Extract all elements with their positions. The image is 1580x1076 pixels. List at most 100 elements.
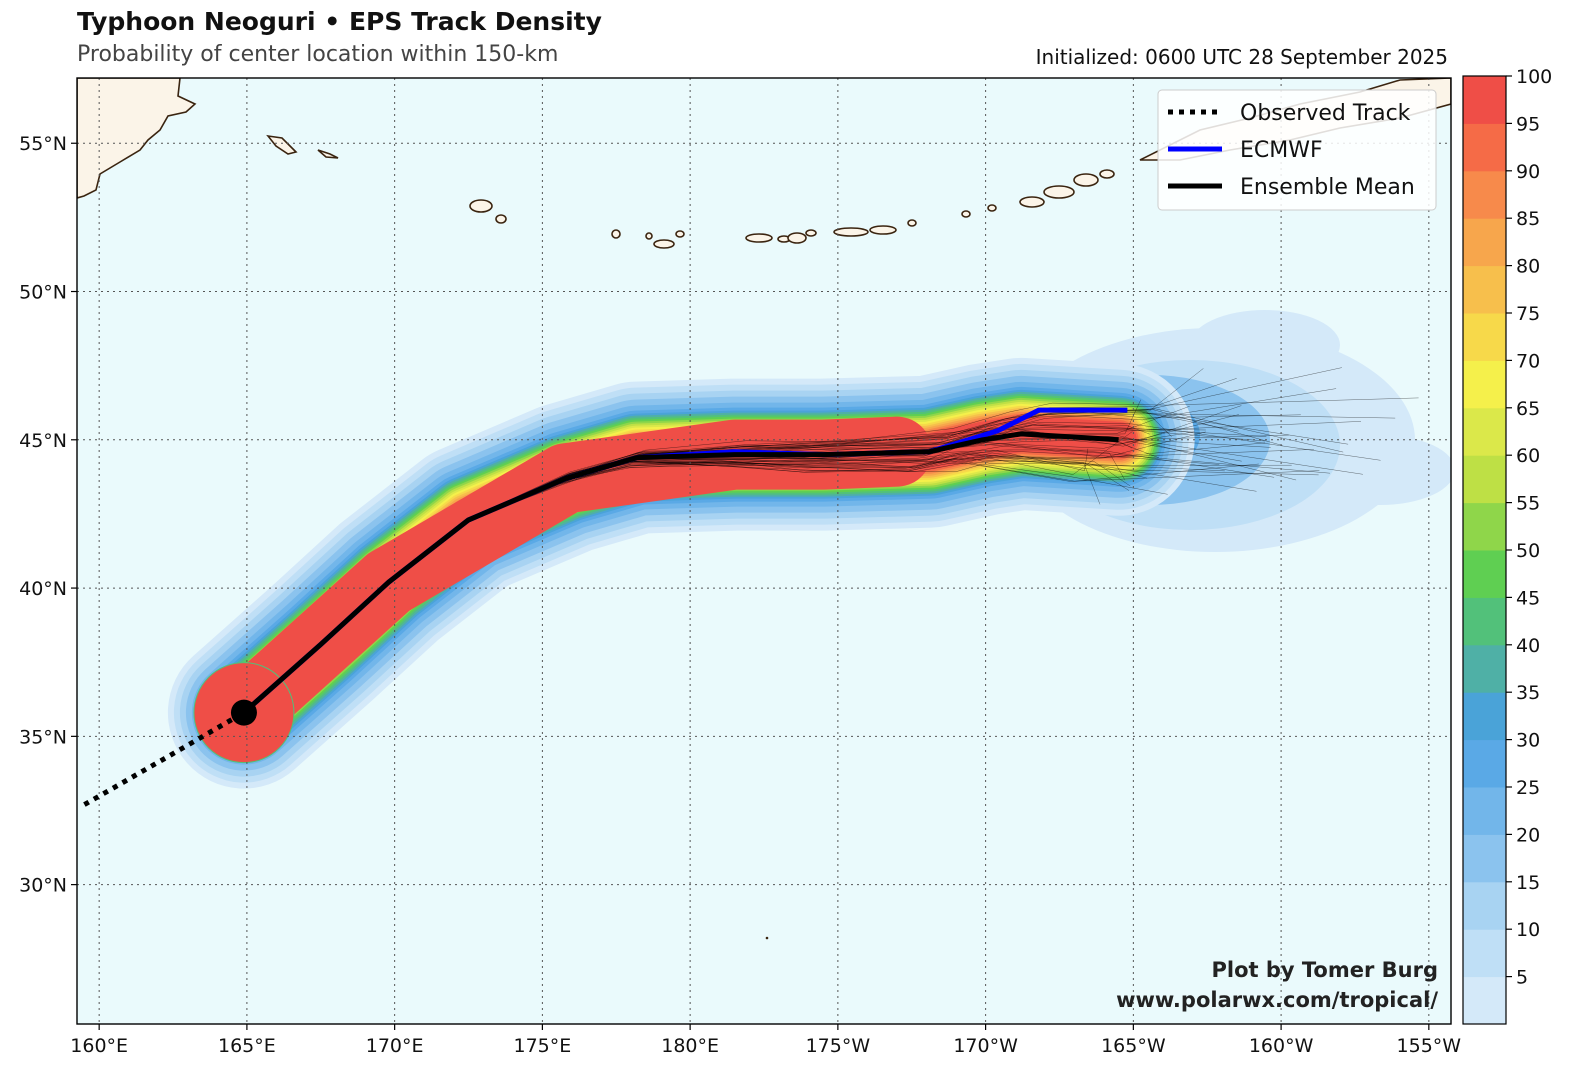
island-aleutian bbox=[987, 204, 997, 212]
colorbar-tick-label: 15 bbox=[1516, 872, 1540, 894]
colorbar-segment bbox=[1463, 313, 1506, 361]
colorbar-segment bbox=[1463, 407, 1506, 456]
init-time: Initialized: 0600 UTC 28 September 2025 bbox=[1035, 45, 1448, 69]
legend-label: Ensemble Mean bbox=[1240, 175, 1415, 200]
density-blob bbox=[1305, 435, 1451, 505]
colorbar-segment bbox=[1463, 170, 1506, 219]
lon-tick-label: 170°E bbox=[366, 1035, 424, 1057]
island-aleutian bbox=[675, 230, 685, 238]
island-aleutian bbox=[611, 229, 621, 239]
colorbar-segment bbox=[1463, 881, 1506, 930]
colorbar-segment bbox=[1463, 976, 1506, 1025]
lat-tick-label: 45°N bbox=[19, 430, 67, 452]
colorbar-segment bbox=[1463, 76, 1506, 124]
colorbar-segment bbox=[1463, 502, 1506, 551]
colorbar-tick-label: 60 bbox=[1516, 445, 1540, 467]
lon-tick-label: 175°E bbox=[513, 1035, 571, 1057]
colorbar-tick-label: 80 bbox=[1516, 256, 1540, 278]
island-aleutian bbox=[469, 199, 493, 213]
ensemble-mean-track-line bbox=[242, 431, 1119, 715]
lat-tick-label: 40°N bbox=[19, 578, 67, 600]
lon-tick-label: 165°E bbox=[218, 1035, 276, 1057]
colorbar-segment bbox=[1463, 550, 1506, 598]
colorbar-tick-label: 25 bbox=[1516, 777, 1540, 799]
island-aleutian bbox=[1019, 196, 1045, 208]
island-aleutian bbox=[1073, 173, 1099, 187]
lon-tick-label: 160°W bbox=[1249, 1035, 1314, 1057]
landmass-kamchatka bbox=[77, 78, 197, 199]
island-aleutian bbox=[1099, 169, 1115, 179]
colorbar: 5 10 15 20 25 30 35 40 45 50 55 60 65 70 75 80 85 90 95 100 bbox=[1462, 66, 1552, 1025]
colorbar-tick-label: 95 bbox=[1516, 113, 1540, 135]
colorbar-segment bbox=[1463, 455, 1506, 504]
observed-track-line bbox=[83, 710, 246, 807]
colorbar-segment bbox=[1463, 218, 1506, 267]
colorbar-segment bbox=[1463, 265, 1506, 314]
lat-tick-label: 30°N bbox=[19, 875, 67, 897]
legend-box bbox=[1157, 89, 1437, 211]
lon-tick-label: 180°E bbox=[661, 1035, 719, 1057]
colorbar-tick-label: 20 bbox=[1516, 824, 1540, 846]
colorbar-segment bbox=[1463, 739, 1506, 788]
colorbar-tick-label: 30 bbox=[1516, 730, 1540, 752]
colorbar-segment bbox=[1463, 692, 1506, 741]
credit-author: Plot by Tomer Burg bbox=[1211, 958, 1439, 982]
legend-label: Observed Track bbox=[1240, 101, 1411, 126]
island-aleutian bbox=[1043, 185, 1075, 199]
colorbar-tick-label: 75 bbox=[1516, 303, 1540, 325]
colorbar-tick-label: 85 bbox=[1516, 208, 1540, 230]
colorbar-tick-label: 50 bbox=[1516, 540, 1540, 562]
colorbar-segment bbox=[1463, 597, 1506, 646]
island-commander-2 bbox=[317, 149, 339, 159]
colorbar-tick-label: 35 bbox=[1516, 682, 1540, 704]
track-lines bbox=[83, 407, 1128, 807]
lon-tick-label: 155°W bbox=[1397, 1035, 1462, 1057]
island-aleutian bbox=[645, 232, 653, 240]
colorbar-tick-label: 5 bbox=[1516, 967, 1528, 989]
colorbar-segment bbox=[1463, 929, 1506, 978]
lat-tick-label: 55°N bbox=[19, 133, 67, 155]
island-aleutian bbox=[805, 229, 817, 237]
credit-url: www.polarwx.com/tropical/ bbox=[1116, 988, 1438, 1012]
island-aleutian bbox=[745, 233, 773, 243]
island-aleutian bbox=[787, 232, 807, 244]
lon-tick-label: 165°W bbox=[1101, 1035, 1166, 1057]
lon-tick-label: 160°E bbox=[70, 1035, 128, 1057]
axes-labels: 160°E 165°E 170°E 175°E 180°E 175°W 170°W 165°W… bbox=[19, 133, 1461, 1057]
island-midway bbox=[765, 936, 769, 940]
ocean-background bbox=[77, 78, 1451, 1024]
map-title: Typhoon Neoguri • EPS Track Density bbox=[77, 7, 602, 36]
gridlines bbox=[77, 78, 1451, 1024]
colorbar-segment bbox=[1463, 360, 1506, 409]
colorbar-tick-label: 65 bbox=[1516, 398, 1540, 420]
current-position-marker bbox=[230, 699, 257, 726]
lon-tick-label: 175°W bbox=[806, 1035, 871, 1057]
map-subtitle: Probability of center location within 15… bbox=[77, 42, 559, 67]
colorbar-tick-label: 90 bbox=[1516, 161, 1540, 183]
island-aleutian bbox=[961, 210, 971, 218]
lat-tick-label: 50°N bbox=[19, 282, 67, 304]
island-aleutian bbox=[833, 227, 869, 237]
colorbar-segment bbox=[1463, 123, 1506, 172]
colorbar-tick-label: 100 bbox=[1516, 66, 1552, 88]
colorbar-tick-label: 10 bbox=[1516, 919, 1540, 941]
colorbar-segment bbox=[1463, 644, 1506, 693]
lat-tick-label: 35°N bbox=[19, 726, 67, 748]
colorbar-tick-label: 55 bbox=[1516, 493, 1540, 515]
colorbar-segment bbox=[1463, 834, 1506, 883]
colorbar-tick-label: 70 bbox=[1516, 350, 1540, 372]
island-aleutian bbox=[653, 239, 675, 249]
lon-tick-label: 170°W bbox=[953, 1035, 1018, 1057]
colorbar-tick-label: 40 bbox=[1516, 635, 1540, 657]
island-commander bbox=[266, 134, 298, 155]
map-frame bbox=[76, 77, 1452, 1025]
island-aleutian bbox=[907, 219, 917, 227]
colorbar-segment bbox=[1463, 787, 1506, 835]
island-aleutian bbox=[869, 225, 897, 235]
island-aleutian bbox=[495, 214, 507, 224]
legend: Observed Track ECMWF Ensemble Mean bbox=[1157, 89, 1437, 211]
legend-label: ECMWF bbox=[1240, 138, 1323, 163]
density-blob bbox=[1190, 310, 1340, 380]
colorbar-tick-label: 45 bbox=[1516, 587, 1540, 609]
